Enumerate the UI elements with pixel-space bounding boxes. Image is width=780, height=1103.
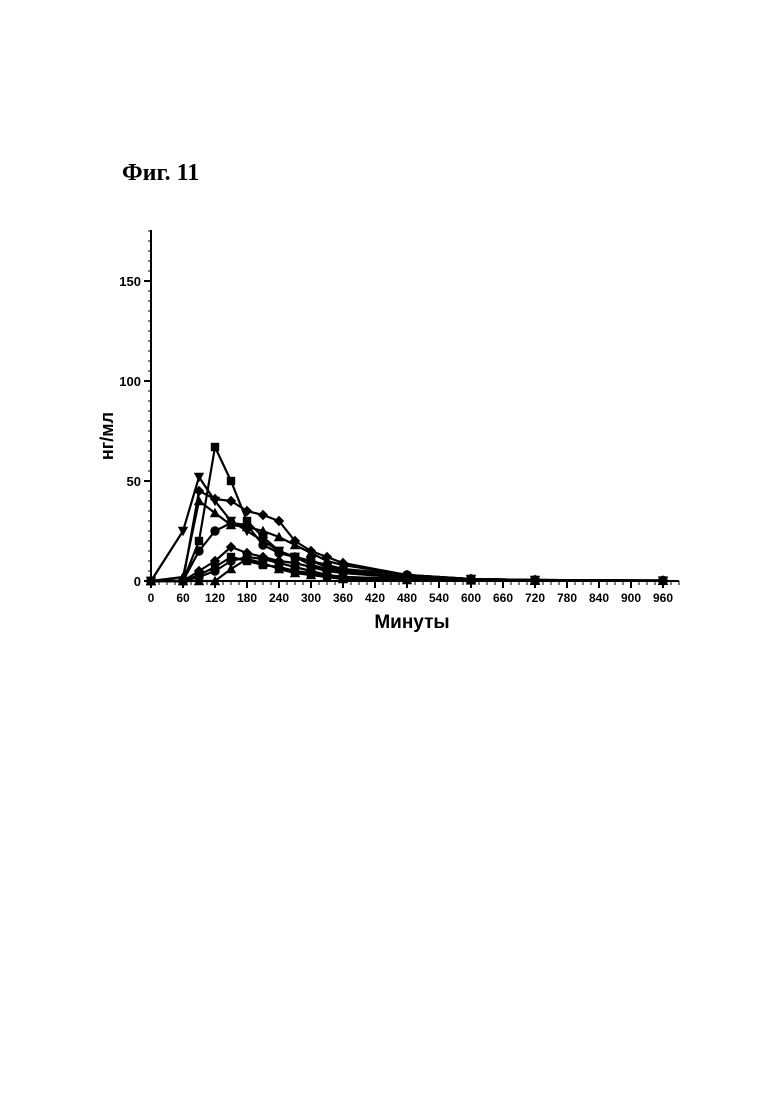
data-point-circle — [290, 562, 299, 571]
data-point-circle — [402, 574, 411, 583]
data-point-circle — [322, 570, 331, 579]
x-tick-label: 180 — [237, 591, 257, 605]
data-point-triangle-up — [194, 496, 204, 505]
axes: 0 50 100 150 0 60 120 180 240 300 360 420 480 540 600 6… — [119, 230, 679, 605]
y-tick-label: 0 — [134, 574, 141, 589]
x-tick-label: 360 — [333, 591, 353, 605]
data-point-circle — [146, 576, 155, 585]
data-point-circle — [530, 576, 539, 585]
data-point-circle — [178, 576, 187, 585]
data-point-circle — [338, 572, 347, 581]
y-axis-label: нг/мл — [97, 412, 117, 460]
data-point-circle — [242, 520, 251, 529]
series-line-4 — [151, 501, 663, 581]
data-point-circle — [306, 566, 315, 575]
x-tick-label: 840 — [589, 591, 609, 605]
data-point-circle — [226, 556, 235, 565]
x-tick-label: 300 — [301, 591, 321, 605]
data-point-circle — [194, 546, 203, 555]
data-point-diamond — [226, 496, 236, 506]
data-point-circle — [194, 572, 203, 581]
y-tick-label: 150 — [119, 274, 141, 289]
x-tick-label: 420 — [365, 591, 385, 605]
data-point-circle — [210, 526, 219, 535]
x-tick-label: 540 — [429, 591, 449, 605]
x-tick-label: 480 — [397, 591, 417, 605]
data-point-circle — [466, 575, 475, 584]
data-point-circle — [242, 552, 251, 561]
data-point-diamond — [258, 510, 268, 520]
series-line-3 — [151, 491, 663, 581]
data-point-circle — [258, 540, 267, 549]
data-point-square — [211, 443, 219, 451]
data-point-square — [195, 537, 203, 545]
data-point-square — [227, 477, 235, 485]
y-tick-label: 50 — [127, 474, 141, 489]
x-tick-label: 900 — [621, 591, 641, 605]
x-axis-label: Минуты — [374, 612, 449, 633]
x-tick-label: 660 — [493, 591, 513, 605]
x-tick-label: 0 — [148, 591, 155, 605]
x-tick-label: 960 — [653, 591, 673, 605]
y-tick-label: 100 — [119, 374, 141, 389]
x-tick-label: 240 — [269, 591, 289, 605]
x-tick-label: 120 — [205, 591, 225, 605]
x-tick-label: 780 — [557, 591, 577, 605]
data-point-circle — [226, 518, 235, 527]
x-tick-label: 60 — [176, 591, 190, 605]
x-tick-label: 720 — [525, 591, 545, 605]
data-point-circle — [658, 576, 667, 585]
x-tick-label: 600 — [461, 591, 481, 605]
data-point-circle — [258, 554, 267, 563]
data-point-circle — [274, 558, 283, 567]
data-point-circle — [210, 566, 219, 575]
